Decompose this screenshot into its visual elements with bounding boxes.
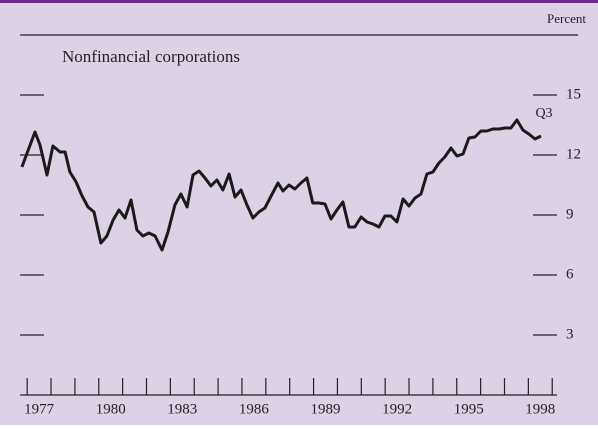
x-tick-label: 1998 [525,401,555,417]
x-tick-label: 1992 [382,401,412,417]
unit-label: Percent [547,11,586,26]
x-tick-label: 1983 [167,401,197,417]
top-rule [0,0,598,3]
x-tick-label: 1986 [239,401,270,417]
x-tick-label: 1989 [310,401,340,417]
y-tick-label: 6 [566,266,574,282]
annotation: Q3 [535,106,552,121]
x-tick-label: 1980 [96,401,126,417]
data-line [20,118,542,252]
x-tick-label: 1977 [24,401,55,417]
chart-title: Nonfinancial corporations [62,47,240,66]
y-tick-label: 15 [566,86,581,102]
y-tick-label: 12 [566,146,581,162]
x-tick-label: 1995 [454,401,484,417]
y-tick-label: 9 [566,206,574,222]
y-tick-label: 3 [566,326,574,342]
